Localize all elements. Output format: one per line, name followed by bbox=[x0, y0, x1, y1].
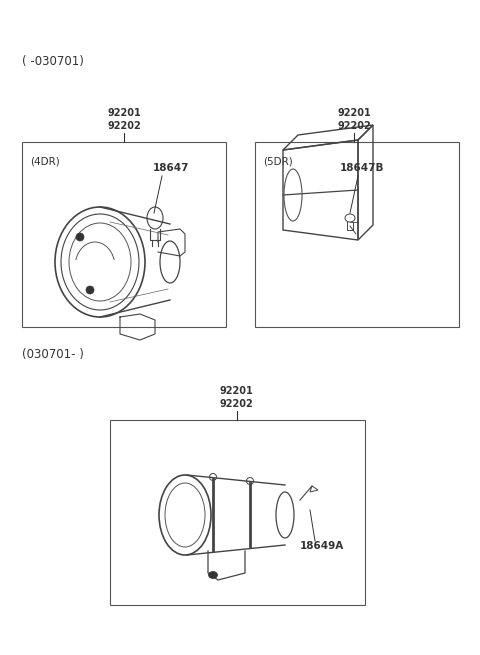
Ellipse shape bbox=[208, 572, 217, 578]
Text: (4DR): (4DR) bbox=[30, 156, 60, 166]
Text: 18647: 18647 bbox=[153, 163, 190, 173]
Text: 92202: 92202 bbox=[107, 121, 141, 131]
Ellipse shape bbox=[76, 233, 84, 241]
Bar bbox=[255, 142, 459, 327]
Bar bbox=[110, 420, 365, 605]
Text: 92202: 92202 bbox=[337, 121, 371, 131]
Text: 92201: 92201 bbox=[107, 108, 141, 118]
Text: (5DR): (5DR) bbox=[263, 156, 293, 166]
Text: 92201: 92201 bbox=[337, 108, 371, 118]
Text: (030701- ): (030701- ) bbox=[22, 348, 84, 361]
Text: 92201: 92201 bbox=[220, 386, 254, 396]
Text: ( -030701): ( -030701) bbox=[22, 55, 84, 68]
Text: 92202: 92202 bbox=[220, 399, 254, 409]
Ellipse shape bbox=[86, 286, 94, 294]
Text: 18649A: 18649A bbox=[300, 541, 344, 551]
Bar bbox=[22, 142, 226, 327]
Text: 18647B: 18647B bbox=[340, 163, 384, 173]
